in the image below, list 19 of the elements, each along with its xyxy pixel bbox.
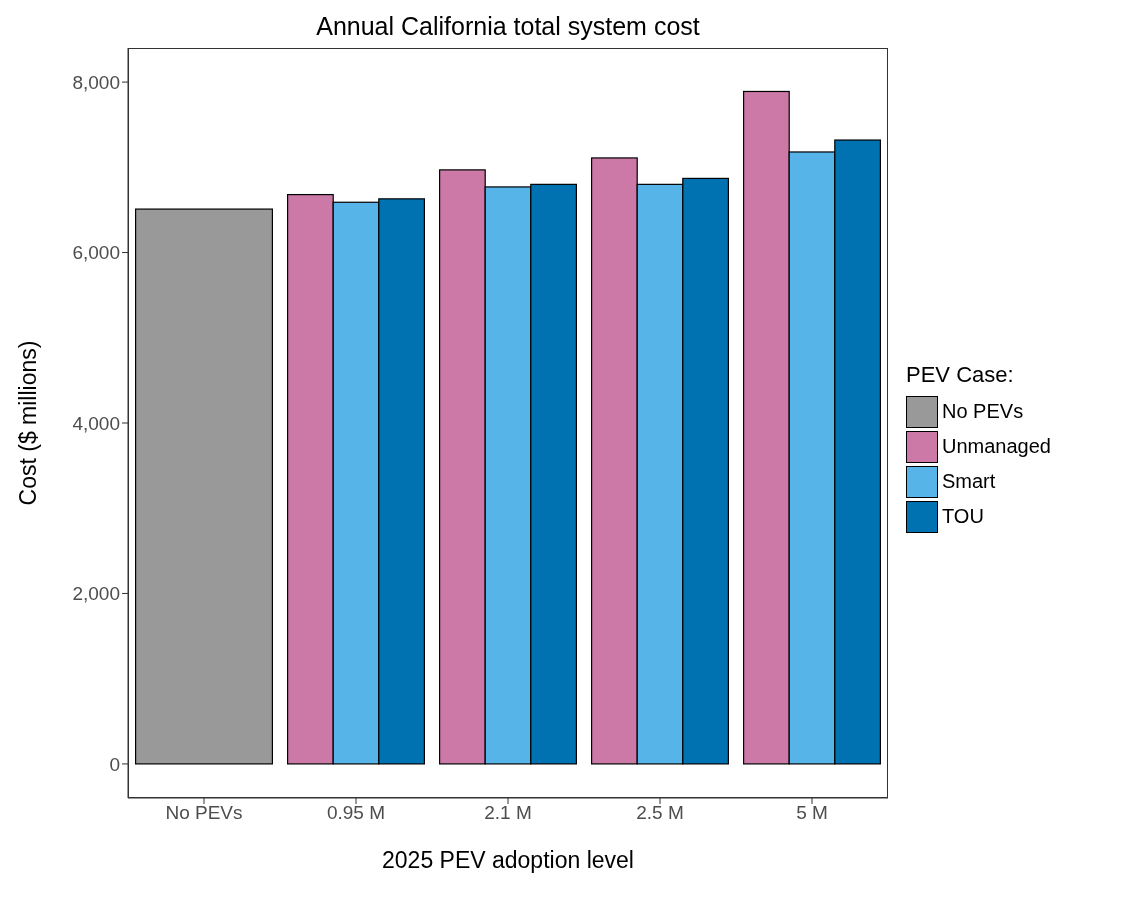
x-tick-label: 2.5 M bbox=[636, 802, 684, 824]
y-tick-label: 0 bbox=[109, 753, 120, 775]
x-tick-label: 5 M bbox=[796, 802, 828, 824]
legend-label: Smart bbox=[942, 470, 996, 493]
y-tick-label: 6,000 bbox=[72, 242, 120, 264]
y-tick-label: 8,000 bbox=[72, 71, 120, 93]
y-tick-label: 4,000 bbox=[72, 412, 120, 434]
x-tick-label: 2.1 M bbox=[484, 802, 532, 824]
legend-label: Unmanaged bbox=[942, 435, 1051, 458]
x-tick-label: No PEVs bbox=[165, 802, 243, 824]
x-tick-label: 0.95 M bbox=[326, 802, 386, 824]
bar bbox=[135, 208, 273, 765]
legend-label: No PEVs bbox=[942, 400, 1024, 423]
y-axis-title: Cost ($ millions) bbox=[15, 340, 42, 506]
legend-label: TOU bbox=[942, 505, 984, 528]
x-axis-title: 2025 PEV adoption level bbox=[382, 847, 634, 873]
chart-title: Annual California total system cost bbox=[315, 12, 701, 41]
legend-title: PEV Case: bbox=[906, 362, 1015, 388]
y-tick-label: 2,000 bbox=[72, 583, 120, 605]
